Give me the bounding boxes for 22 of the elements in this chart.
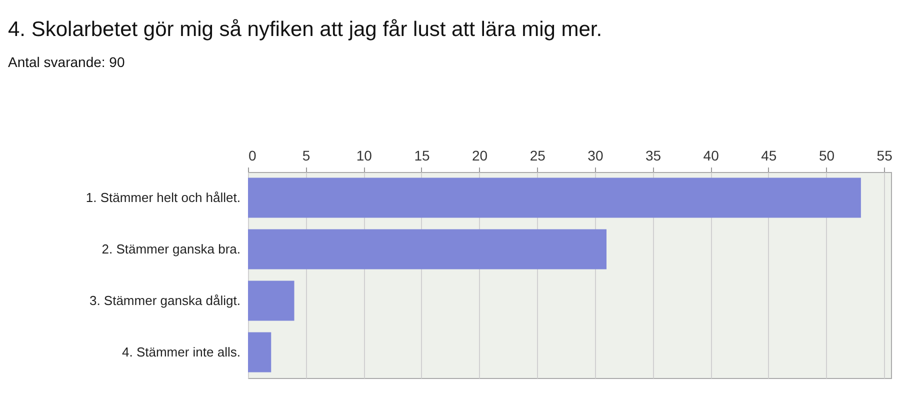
bar — [248, 178, 861, 218]
x-tick-label: 5 — [302, 148, 310, 164]
x-tick-label: 35 — [645, 148, 662, 164]
x-tick-label: 25 — [530, 148, 546, 164]
x-tick-label: 40 — [703, 148, 720, 164]
x-tick-label: 55 — [876, 148, 893, 164]
bar — [248, 332, 272, 372]
chart-title: 4. Skolarbetet gör mig så nyfiken att jag får lust att lära mig mer. — [8, 18, 602, 42]
x-tick-label: 0 — [248, 148, 256, 164]
x-tick-label: 20 — [472, 148, 488, 164]
y-tick-label: 4. Stämmer inte alls. — [122, 344, 240, 360]
x-tick-label: 50 — [818, 148, 835, 164]
bar — [248, 280, 294, 321]
x-tick-label: 30 — [588, 148, 604, 164]
y-tick-label: 1. Stämmer helt och hållet. — [86, 190, 240, 205]
x-tick-label: 45 — [761, 148, 777, 164]
y-tick-label: 3. Stämmer ganska dåligt. — [89, 292, 240, 308]
x-tick-label: 15 — [414, 148, 430, 164]
bar — [248, 229, 607, 270]
x-tick-label: 10 — [356, 148, 372, 164]
y-tick-label: 2. Stämmer ganska bra. — [102, 241, 240, 256]
text: Antal svarande: 90 — [8, 54, 125, 70]
